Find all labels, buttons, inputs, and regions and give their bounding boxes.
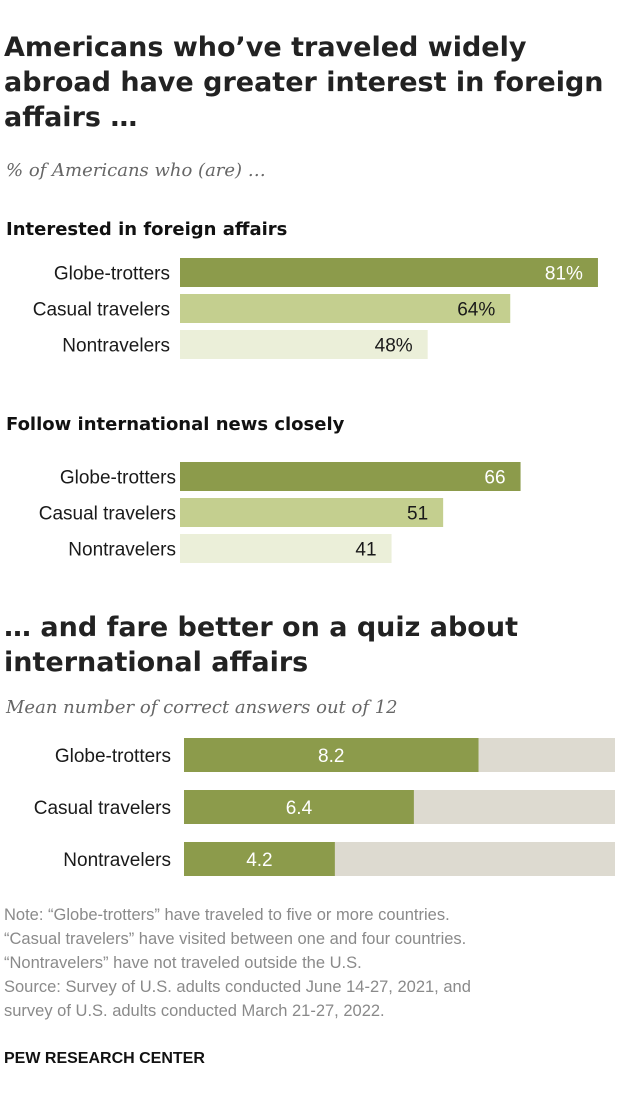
chart-subtitle-quiz: Mean number of correct answers out of 12 bbox=[6, 697, 398, 718]
brand-logo-text: PEW RESEARCH CENTER bbox=[4, 1050, 205, 1067]
source-line: survey of U.S. adults conducted March 21… bbox=[4, 1002, 385, 1020]
value-label: 41 bbox=[355, 540, 376, 561]
source-line: Source: Survey of U.S. adults conducted … bbox=[4, 978, 471, 996]
category-label: Globe-trotters bbox=[55, 746, 171, 767]
chart-follow-international-news: Globe-trotters 66 Casual travelers 51 Nontra… bbox=[39, 462, 521, 563]
bar bbox=[180, 294, 511, 323]
note-line: “Nontravelers” have not traveled outside… bbox=[4, 954, 362, 972]
bar bbox=[180, 330, 428, 359]
bar bbox=[180, 534, 392, 563]
category-label: Nontravelers bbox=[63, 850, 171, 871]
bar bbox=[180, 258, 598, 287]
chart-quiz-scores: Globe-trotters 8.2 Casual travelers 6.4 Nont… bbox=[34, 738, 615, 876]
note-line: “Casual travelers” have visited between … bbox=[4, 930, 467, 948]
chart-title: Americans who’ve traveled widely abroad … bbox=[4, 32, 604, 133]
chart-interest-foreign-affairs: Globe-trotters 81% Casual travelers 64% Nont… bbox=[33, 258, 598, 359]
bar bbox=[180, 498, 444, 527]
value-label: 64% bbox=[457, 300, 495, 321]
bar bbox=[184, 790, 414, 824]
value-label: 8.2 bbox=[318, 746, 344, 767]
bar bbox=[180, 462, 521, 491]
bar bbox=[184, 842, 335, 876]
bar bbox=[184, 738, 479, 772]
notes: Note: “Globe-trotters” have traveled to … bbox=[4, 903, 614, 1023]
value-label: 81% bbox=[545, 264, 583, 285]
category-label: Globe-trotters bbox=[54, 264, 170, 285]
category-label: Casual travelers bbox=[33, 300, 170, 321]
value-label: 4.2 bbox=[246, 850, 272, 871]
category-label: Nontravelers bbox=[62, 336, 170, 357]
category-label: Casual travelers bbox=[34, 798, 171, 819]
panel-2-title: Follow international news closely bbox=[6, 414, 345, 435]
category-label: Nontravelers bbox=[68, 540, 176, 561]
chart-subtitle: % of Americans who (are) … bbox=[6, 160, 266, 181]
value-label: 51 bbox=[407, 504, 428, 525]
value-label: 66 bbox=[484, 468, 505, 489]
note-line: Note: “Globe-trotters” have traveled to … bbox=[4, 906, 450, 924]
category-label: Casual travelers bbox=[39, 504, 176, 525]
value-label: 6.4 bbox=[286, 798, 313, 819]
panel-1-title: Interested in foreign affairs bbox=[6, 219, 288, 240]
chart-title-quiz: … and fare better on a quiz about intern… bbox=[4, 612, 518, 678]
category-label: Globe-trotters bbox=[60, 468, 176, 489]
value-label: 48% bbox=[375, 336, 413, 357]
